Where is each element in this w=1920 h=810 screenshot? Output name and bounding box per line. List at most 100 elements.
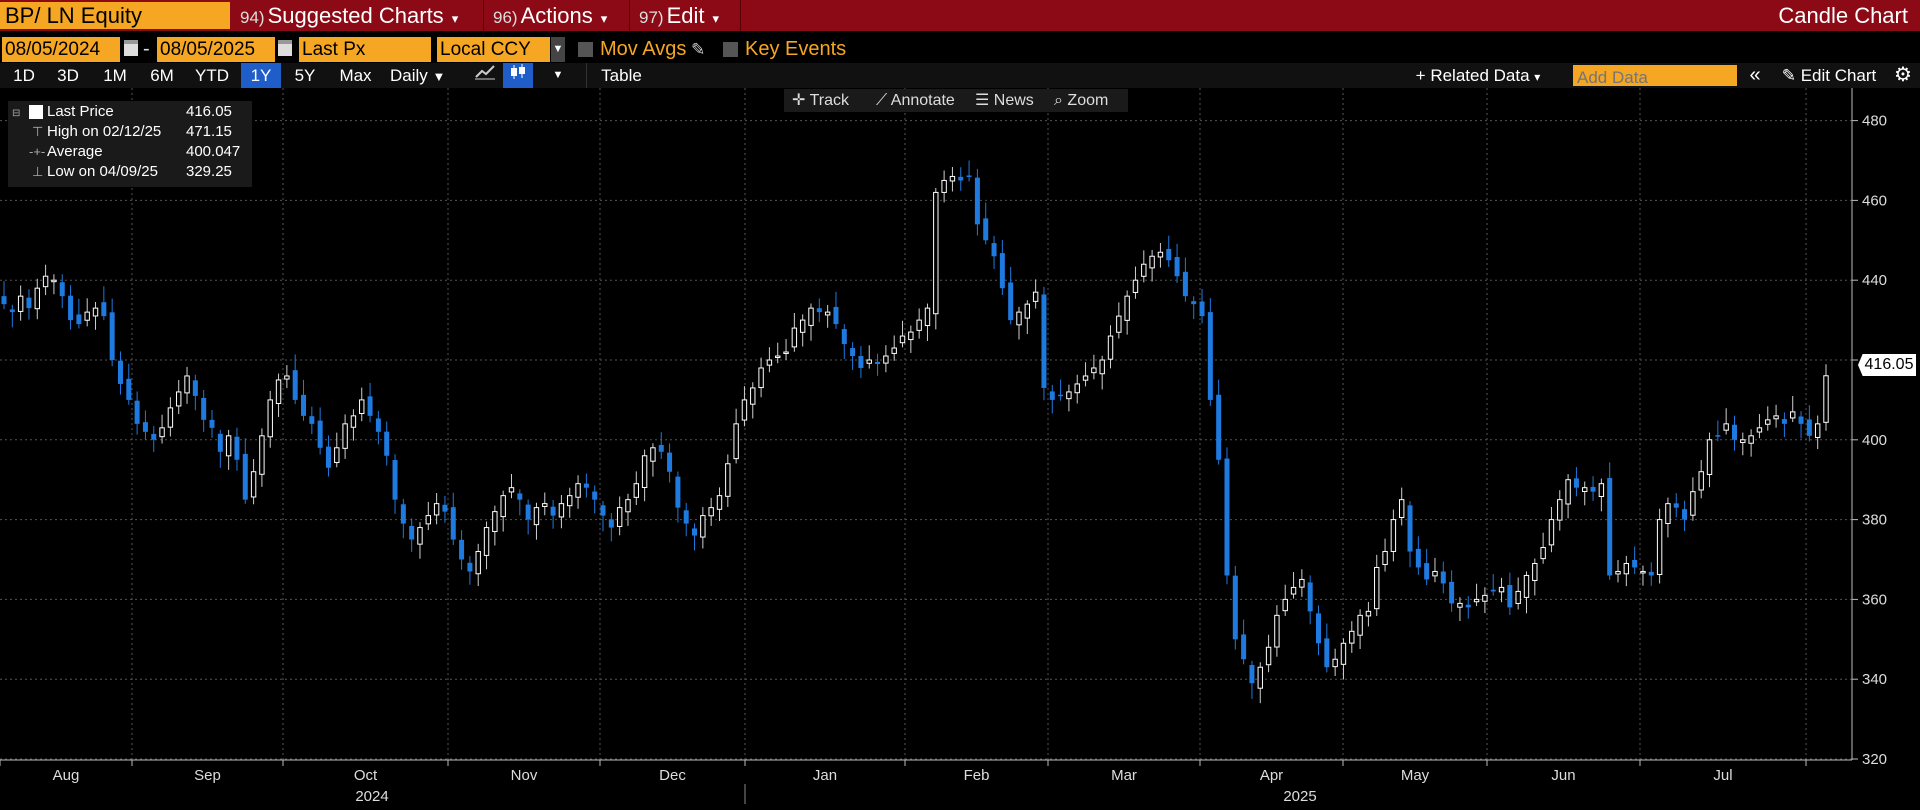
candle-body-up [883,355,889,364]
collapse-icon[interactable]: « [1749,64,1761,86]
crosshair-icon: ✛ [792,92,806,109]
candle-body-up [567,495,573,507]
menu-number: 97) [639,8,664,27]
add-data-field[interactable] [1573,65,1737,89]
x-tick-label: Sep [194,767,221,784]
candle-body-up [176,391,182,407]
range-ytd-button[interactable]: YTD [195,66,229,85]
range-1d-button[interactable]: 1D [13,66,35,85]
key-events-checkbox[interactable] [723,42,738,57]
price-field-select[interactable]: Last Px [299,37,431,62]
suggested-charts-menu[interactable]: 94) Suggested Charts ▾ [232,0,484,31]
candle-body-up [725,463,731,497]
line-chart-icon[interactable] [470,63,500,88]
zoom-tool[interactable]: ⌕ Zoom [1054,89,1108,112]
edit-chart-label: Edit Chart [1800,66,1877,85]
news-tool[interactable]: ☰ News [975,89,1034,112]
related-data-button[interactable]: + Related Data ▾ [1403,63,1553,88]
candle-body-down [1191,301,1197,305]
candle-body-up [259,435,265,475]
low-marker-icon: ⊥ [32,164,44,179]
candle-body-down [1249,665,1255,684]
start-date-field[interactable]: 08/05/2024 [2,37,120,62]
candle-body-up [359,399,365,415]
range-6m-button[interactable]: 6M [150,66,174,85]
legend-last-price[interactable]: ⊟ Last Price 416.05 [8,102,252,122]
calendar-icon[interactable] [278,40,292,56]
candle-body-down [442,504,448,512]
candle-body-up [1640,570,1646,574]
range-5y-button[interactable]: 5Y [294,66,316,85]
series-swatch [29,105,43,119]
gear-icon[interactable]: ⚙ [1894,64,1912,86]
range-1m-button[interactable]: 1M [103,66,127,85]
candle-body-down [966,175,972,177]
currency-select[interactable]: Local CCY [437,37,550,62]
mov-avgs-checkbox[interactable] [578,42,593,57]
candle-body-down [850,348,856,357]
candle-body-up [433,503,440,516]
actions-menu[interactable]: 96) Actions ▾ [485,0,630,31]
candle-body-down [683,510,689,524]
annotate-icon: ⟋ [876,92,888,109]
candle-body-up [84,311,90,321]
candle-body-up [1557,499,1563,521]
candle-body-down [1806,419,1812,436]
caret-down-icon: ▼ [432,69,446,84]
calendar-icon[interactable] [124,40,138,56]
frequency-select[interactable]: Daily ▼ [384,63,456,88]
candle-body-up [641,455,648,488]
candle-body-up [1032,291,1039,302]
candle-body-up [1706,439,1713,475]
candle-body-up [933,191,939,315]
candle-body-up [750,387,756,405]
chart-type-dropdown-icon[interactable]: ▼ [552,69,564,81]
mov-avgs-label[interactable]: Mov Avgs [600,38,687,60]
table-button[interactable]: Table [586,63,656,88]
currency-dropdown-icon[interactable]: ▼ [551,37,565,62]
candle-body-up [625,499,631,513]
candle-body-up [1523,574,1530,598]
candle-body-up [1565,479,1571,505]
candle-body-down [1241,634,1247,660]
candle-body-up [949,175,956,182]
annotate-tool[interactable]: ⟋ Annotate [876,89,955,112]
candle-body-up [1690,491,1696,516]
candle-body-down [292,370,298,400]
caret-down-icon: ▾ [451,11,459,26]
pencil-icon: ✎ [1781,66,1796,85]
candle-body-up [1390,519,1397,552]
edit-menu[interactable]: 97) Edit ▾ [631,0,741,31]
add-data-input[interactable] [1575,67,1735,89]
news-label: News [993,92,1034,109]
range-max-button[interactable]: Max [339,66,372,85]
candle-chart-icon[interactable] [503,63,533,88]
caret-down-icon: ▾ [1534,70,1541,84]
y-tick-label: 380 [1862,512,1887,529]
candle-body-up [924,307,931,327]
range-1y-button[interactable]: 1Y [241,63,281,88]
chart-tools: ✛ Track ⟋ Annotate ☰ News ⌕ Zoom [784,89,1128,112]
candle-body-up [417,527,423,545]
candle-body-up [342,423,348,449]
candle-body-down [1216,394,1222,460]
candle-chart[interactable]: 320340360380400420440460480 AugSepOctNov… [0,88,1920,810]
menu-label: Actions [520,3,593,28]
candle-body-down [1449,581,1455,604]
candle-body-down [400,504,406,524]
candle-body-down [151,433,157,440]
candle-body-down [1490,589,1496,592]
edit-chart-button[interactable]: ✎ Edit Chart [1773,63,1885,88]
ticker-field[interactable]: BP/ LN Equity [0,2,230,29]
candle-body-up [1299,578,1305,588]
collapse-icon: ⊟ [12,108,21,119]
candle-body-down [384,431,390,456]
x-tick-label: Feb [964,767,990,784]
range-3d-button[interactable]: 3D [57,66,79,85]
end-date-field[interactable]: 08/05/2025 [157,37,275,62]
pencil-icon[interactable]: ✎ [691,40,706,59]
chart-grid [0,88,1852,760]
candle-body-down [858,356,864,368]
track-tool[interactable]: ✛ Track [792,89,849,112]
key-events-label[interactable]: Key Events [745,38,847,60]
